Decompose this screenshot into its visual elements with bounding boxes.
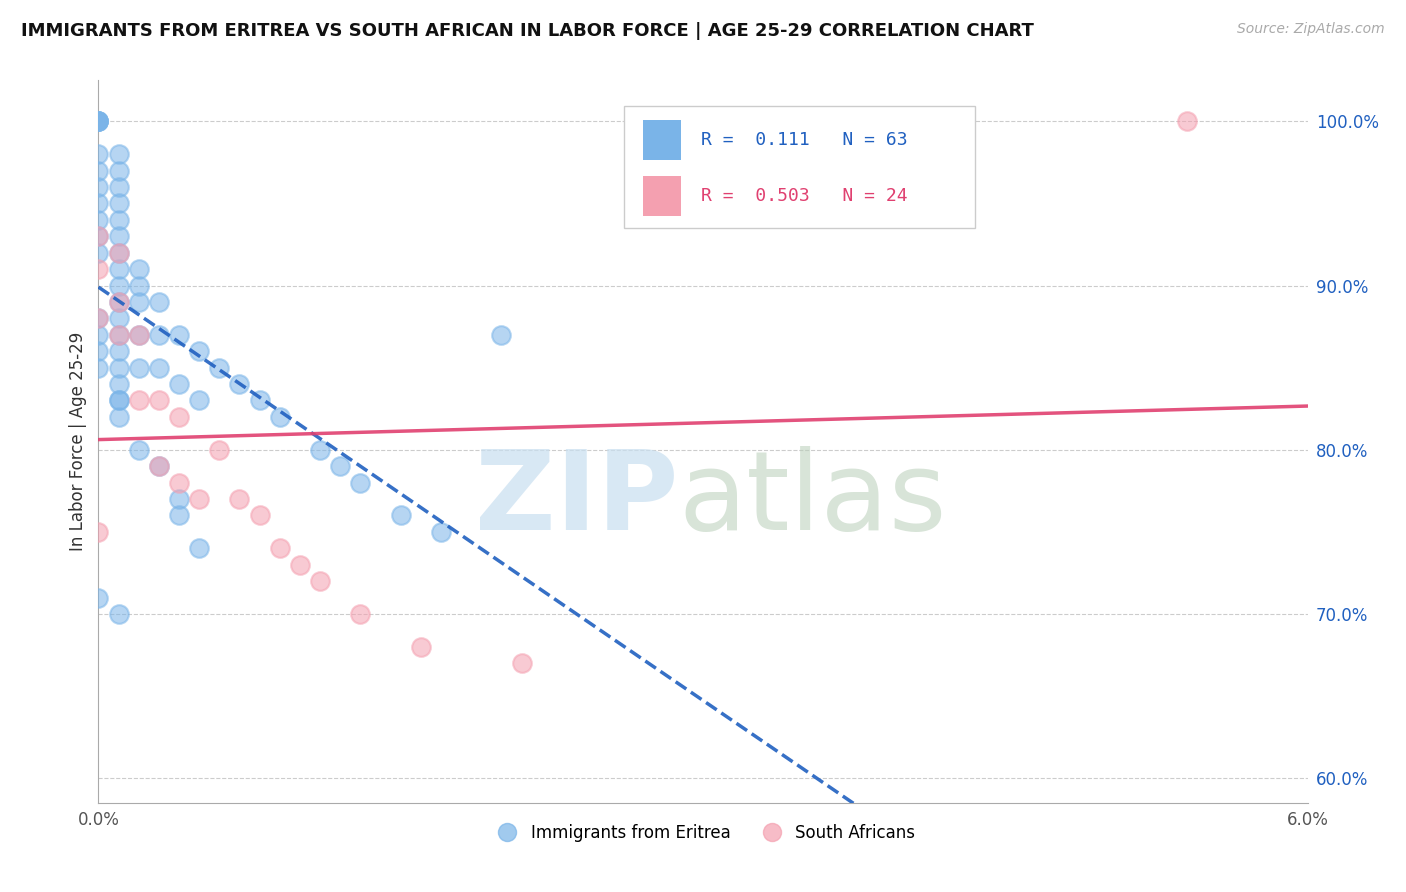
Point [87, 163, 110, 178]
Point [269, 409, 291, 424]
Point [107, 163, 129, 178]
FancyBboxPatch shape [624, 105, 976, 228]
Point [87, 114, 110, 128]
Point [87, 229, 110, 244]
Point [1175, 114, 1198, 128]
Point [87, 114, 110, 128]
Point [87, 114, 110, 128]
Point [167, 475, 190, 490]
Point [208, 360, 231, 375]
Point [329, 459, 352, 474]
Point [107, 245, 129, 260]
Point [148, 327, 170, 342]
Bar [643, 120, 682, 161]
Point [148, 459, 170, 474]
Point [107, 262, 129, 277]
Point [510, 657, 533, 671]
Text: R =  0.503   N = 24: R = 0.503 N = 24 [700, 187, 907, 205]
Point [349, 607, 371, 621]
Point [107, 229, 129, 244]
Point [309, 442, 332, 457]
Point [128, 262, 150, 277]
Point [107, 607, 129, 621]
Point [87, 212, 110, 227]
Point [148, 295, 170, 310]
Point [228, 491, 250, 506]
Y-axis label: In Labor Force | Age 25-29: In Labor Force | Age 25-29 [69, 332, 87, 551]
Point [87, 262, 110, 277]
Point [87, 344, 110, 359]
Point [87, 229, 110, 244]
Point [167, 508, 190, 523]
Bar [643, 176, 682, 216]
Point [107, 212, 129, 227]
Point [87, 591, 110, 605]
Point [148, 459, 170, 474]
Point [87, 180, 110, 194]
Point [87, 245, 110, 260]
Text: Source: ZipAtlas.com: Source: ZipAtlas.com [1237, 22, 1385, 37]
Point [87, 147, 110, 161]
Point [107, 360, 129, 375]
Point [107, 327, 129, 342]
Text: R =  0.111   N = 63: R = 0.111 N = 63 [700, 131, 907, 149]
Point [107, 278, 129, 293]
Point [167, 327, 190, 342]
Point [107, 311, 129, 326]
Point [87, 524, 110, 539]
Point [107, 327, 129, 342]
Text: atlas: atlas [679, 446, 948, 553]
Point [409, 640, 432, 654]
Point [128, 327, 150, 342]
Point [349, 475, 371, 490]
Point [389, 508, 412, 523]
Point [228, 377, 250, 392]
Point [167, 377, 190, 392]
Point [107, 393, 129, 408]
Point [167, 409, 190, 424]
Legend: Immigrants from Eritrea, South Africans: Immigrants from Eritrea, South Africans [484, 817, 922, 848]
Point [128, 393, 150, 408]
Point [107, 377, 129, 392]
Point [148, 393, 170, 408]
Point [107, 147, 129, 161]
Point [128, 360, 150, 375]
Point [188, 541, 211, 556]
Point [107, 344, 129, 359]
Point [107, 180, 129, 194]
Point [249, 393, 271, 408]
Point [87, 311, 110, 326]
Point [430, 524, 453, 539]
Point [128, 278, 150, 293]
Point [107, 295, 129, 310]
Point [128, 442, 150, 457]
Point [107, 393, 129, 408]
Point [208, 442, 231, 457]
Point [128, 295, 150, 310]
Point [128, 327, 150, 342]
Point [167, 491, 190, 506]
Point [188, 344, 211, 359]
Point [107, 245, 129, 260]
Point [87, 327, 110, 342]
Point [491, 327, 513, 342]
Point [87, 360, 110, 375]
Text: ZIP: ZIP [475, 446, 679, 553]
Point [87, 196, 110, 211]
Point [288, 558, 311, 572]
Text: IMMIGRANTS FROM ERITREA VS SOUTH AFRICAN IN LABOR FORCE | AGE 25-29 CORRELATION : IMMIGRANTS FROM ERITREA VS SOUTH AFRICAN… [21, 22, 1033, 40]
Point [87, 114, 110, 128]
Point [188, 491, 211, 506]
Point [269, 541, 291, 556]
Point [249, 508, 271, 523]
Point [107, 295, 129, 310]
Point [188, 393, 211, 408]
Point [107, 409, 129, 424]
Point [148, 360, 170, 375]
Point [87, 114, 110, 128]
Point [87, 311, 110, 326]
Point [107, 196, 129, 211]
Point [309, 574, 332, 588]
